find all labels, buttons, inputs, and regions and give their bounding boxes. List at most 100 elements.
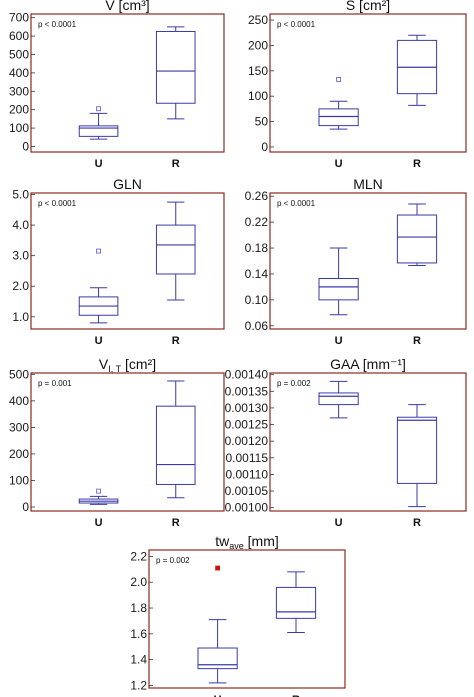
p-value-label: p < 0.0001 [277, 20, 316, 29]
y-tick-label: 3.0 [12, 249, 29, 263]
y-tick-label: 0 [261, 140, 268, 154]
y-tick-label: 0.00105 [225, 484, 269, 498]
category-label: R [172, 158, 180, 170]
y-tick-label: 0.18 [245, 241, 269, 255]
category-label: U [95, 335, 103, 347]
iqr-box [318, 392, 359, 406]
y-tick-label: 0.00115 [226, 451, 269, 465]
y-tick-label: 0.14 [245, 267, 269, 281]
plot-title: GAA [mm⁻¹] [330, 356, 406, 372]
plot-title: V [cm³] [105, 0, 149, 13]
category-label: R [413, 158, 421, 170]
y-tick-label: 1.2 [130, 678, 147, 692]
plot-frame [30, 372, 225, 512]
plot-title: GLN [113, 176, 142, 192]
plot-title-main: GAA [mm⁻¹] [330, 356, 406, 372]
plot-title-subscript: I, T [108, 364, 121, 374]
y-tick-label: 2.2 [130, 549, 147, 563]
category-label: R [172, 335, 180, 347]
y-tick-label: 400 [9, 66, 29, 80]
y-tick-label: 0.00135 [225, 384, 269, 398]
category-label: U [335, 517, 343, 529]
plot-frame [30, 13, 225, 153]
y-tick-label: 0.26 [245, 189, 269, 203]
y-tick-label: 2.0 [12, 279, 29, 293]
y-tick-label: 400 [9, 394, 29, 408]
iqr-box [318, 277, 359, 301]
p-value-label: p < 0.0001 [38, 199, 77, 208]
plot-frame [269, 372, 467, 512]
plot-title-unit: [cm²] [121, 356, 156, 372]
box-plot-panel: twave [mm] p = 0.002 1.2 1.4 1.6 1.8 2.0 2.2 U R [130, 533, 346, 697]
y-tick-label: 0.00130 [225, 401, 269, 415]
plot-title: twave [mm] [215, 533, 279, 551]
y-tick-label: 200 [9, 103, 29, 117]
y-tick-label: 2.0 [130, 575, 147, 589]
plot-frame [269, 13, 467, 153]
y-tick-label: 0 [22, 139, 29, 153]
y-tick-label: 700 [9, 11, 29, 25]
category-label: U [95, 158, 103, 170]
y-tick-label: 1.0 [12, 310, 29, 324]
outlier-marker [336, 77, 342, 82]
iqr-box [155, 405, 196, 485]
y-tick-label: 500 [9, 367, 29, 381]
y-tick-label: 600 [9, 29, 29, 43]
outlier-marker [215, 565, 221, 571]
y-tick-label: 0.00140 [225, 368, 269, 382]
y-tick-label: 5.0 [12, 188, 29, 202]
iqr-box [78, 125, 119, 137]
y-tick-label: 100 [9, 121, 29, 135]
plot-title-main: MLN [353, 176, 383, 192]
category-label: R [292, 694, 300, 697]
outlier-marker [96, 248, 101, 254]
category-label: U [335, 335, 343, 347]
y-tick-label: 0.00120 [225, 434, 269, 448]
plot-title: MLN [353, 176, 383, 192]
plot-title-main: tw [215, 533, 230, 549]
y-tick-label: 150 [248, 64, 268, 78]
plot-title: VI, T [cm²] [99, 356, 156, 374]
plot-title-subscript: ave [229, 541, 244, 551]
y-tick-label: 4.0 [12, 218, 29, 232]
y-tick-label: 200 [9, 447, 29, 461]
iqr-box [155, 30, 196, 104]
plot-frame [30, 192, 225, 330]
y-tick-label: 0.22 [245, 215, 269, 229]
box-plot-panel: VI, T [cm²] p = 0.001 0 100 200 300 400 500 U R [9, 356, 225, 529]
category-label: U [335, 158, 343, 170]
box-plot-panel: MLN p < 0.0001 0.06 0.10 0.14 0.18 0.22 0.26 U R [245, 176, 467, 347]
y-tick-label: 250 [248, 13, 268, 27]
y-tick-label: 300 [9, 84, 29, 98]
y-tick-label: 0.00100 [225, 501, 269, 515]
category-label: R [413, 335, 421, 347]
plot-title-main: GLN [113, 176, 142, 192]
y-tick-label: 100 [248, 89, 268, 103]
p-value-label: p < 0.0001 [38, 20, 77, 29]
p-value-label: p < 0.0001 [277, 199, 316, 208]
iqr-box [396, 416, 438, 484]
y-tick-label: 0.00110 [226, 467, 269, 481]
y-tick-label: 1.8 [130, 601, 147, 615]
y-tick-label: 0.00125 [225, 418, 269, 432]
category-label: R [172, 517, 180, 529]
y-tick-label: 50 [255, 115, 269, 129]
iqr-box [396, 214, 438, 264]
iqr-box [275, 586, 317, 619]
box-plot-panel: S [cm²] p < 0.0001 0 50 100 150 200 250 U R [248, 0, 467, 170]
plot-title: S [cm²] [346, 0, 390, 13]
category-label: U [214, 694, 222, 697]
y-tick-label: 100 [9, 473, 29, 487]
p-value-label: p = 0.002 [156, 556, 190, 565]
y-tick-label: 1.4 [130, 653, 147, 667]
outlier-marker [96, 488, 101, 494]
box-plot-panel: V [cm³] p < 0.0001 0 100 200 300 400 500 600 700 U… [9, 0, 225, 170]
y-tick-label: 500 [9, 47, 29, 61]
category-label: R [413, 517, 421, 529]
iqr-box [155, 224, 196, 275]
plot-title-main: V [cm³] [105, 0, 149, 13]
box-plot-panel: GLN p < 0.0001 1.0 2.0 3.0 4.0 5.0 U R [12, 176, 225, 347]
y-tick-label: 200 [248, 38, 268, 52]
p-value-label: p = 0.002 [277, 379, 311, 388]
